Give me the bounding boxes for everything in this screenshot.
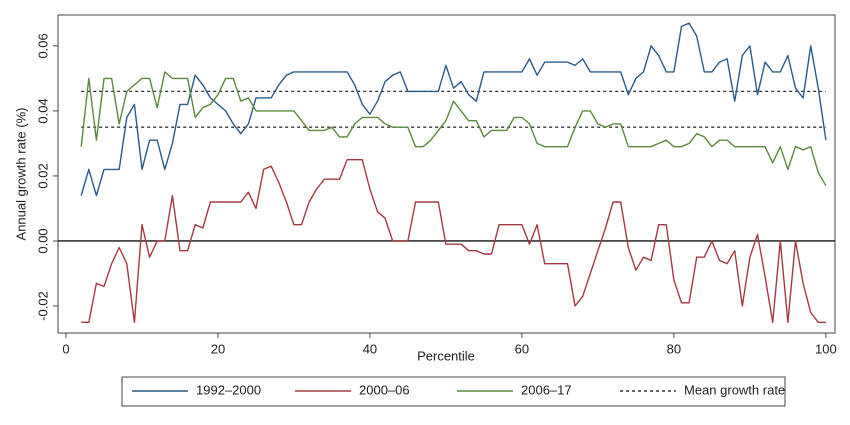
y-tick-label: -0.02 <box>35 291 50 321</box>
legend-label: 2000–06 <box>359 382 410 397</box>
x-tick-label: 0 <box>62 341 69 356</box>
y-tick-label: 0.04 <box>35 98 50 123</box>
x-tick-label: 80 <box>667 341 681 356</box>
x-tick-label: 20 <box>211 341 225 356</box>
y-tick-label: 0.02 <box>35 163 50 188</box>
legend-label: Mean growth rate <box>684 382 785 397</box>
plot-frame <box>57 14 836 334</box>
x-tick-label: 40 <box>363 341 377 356</box>
series-line <box>81 159 826 323</box>
y-axis-title: Annual growth rate (%) <box>13 108 28 241</box>
x-tick-label: 60 <box>515 341 529 356</box>
y-tick-label: 0.00 <box>35 228 50 253</box>
x-axis-title: Percentile <box>417 348 475 363</box>
x-tick-label: 100 <box>815 341 837 356</box>
legend-label: 2006–17 <box>521 382 572 397</box>
y-tick-label: 0.06 <box>35 33 50 58</box>
legend-label: 1992–2000 <box>196 382 261 397</box>
series-line <box>80 71 827 187</box>
series-line <box>80 22 827 197</box>
